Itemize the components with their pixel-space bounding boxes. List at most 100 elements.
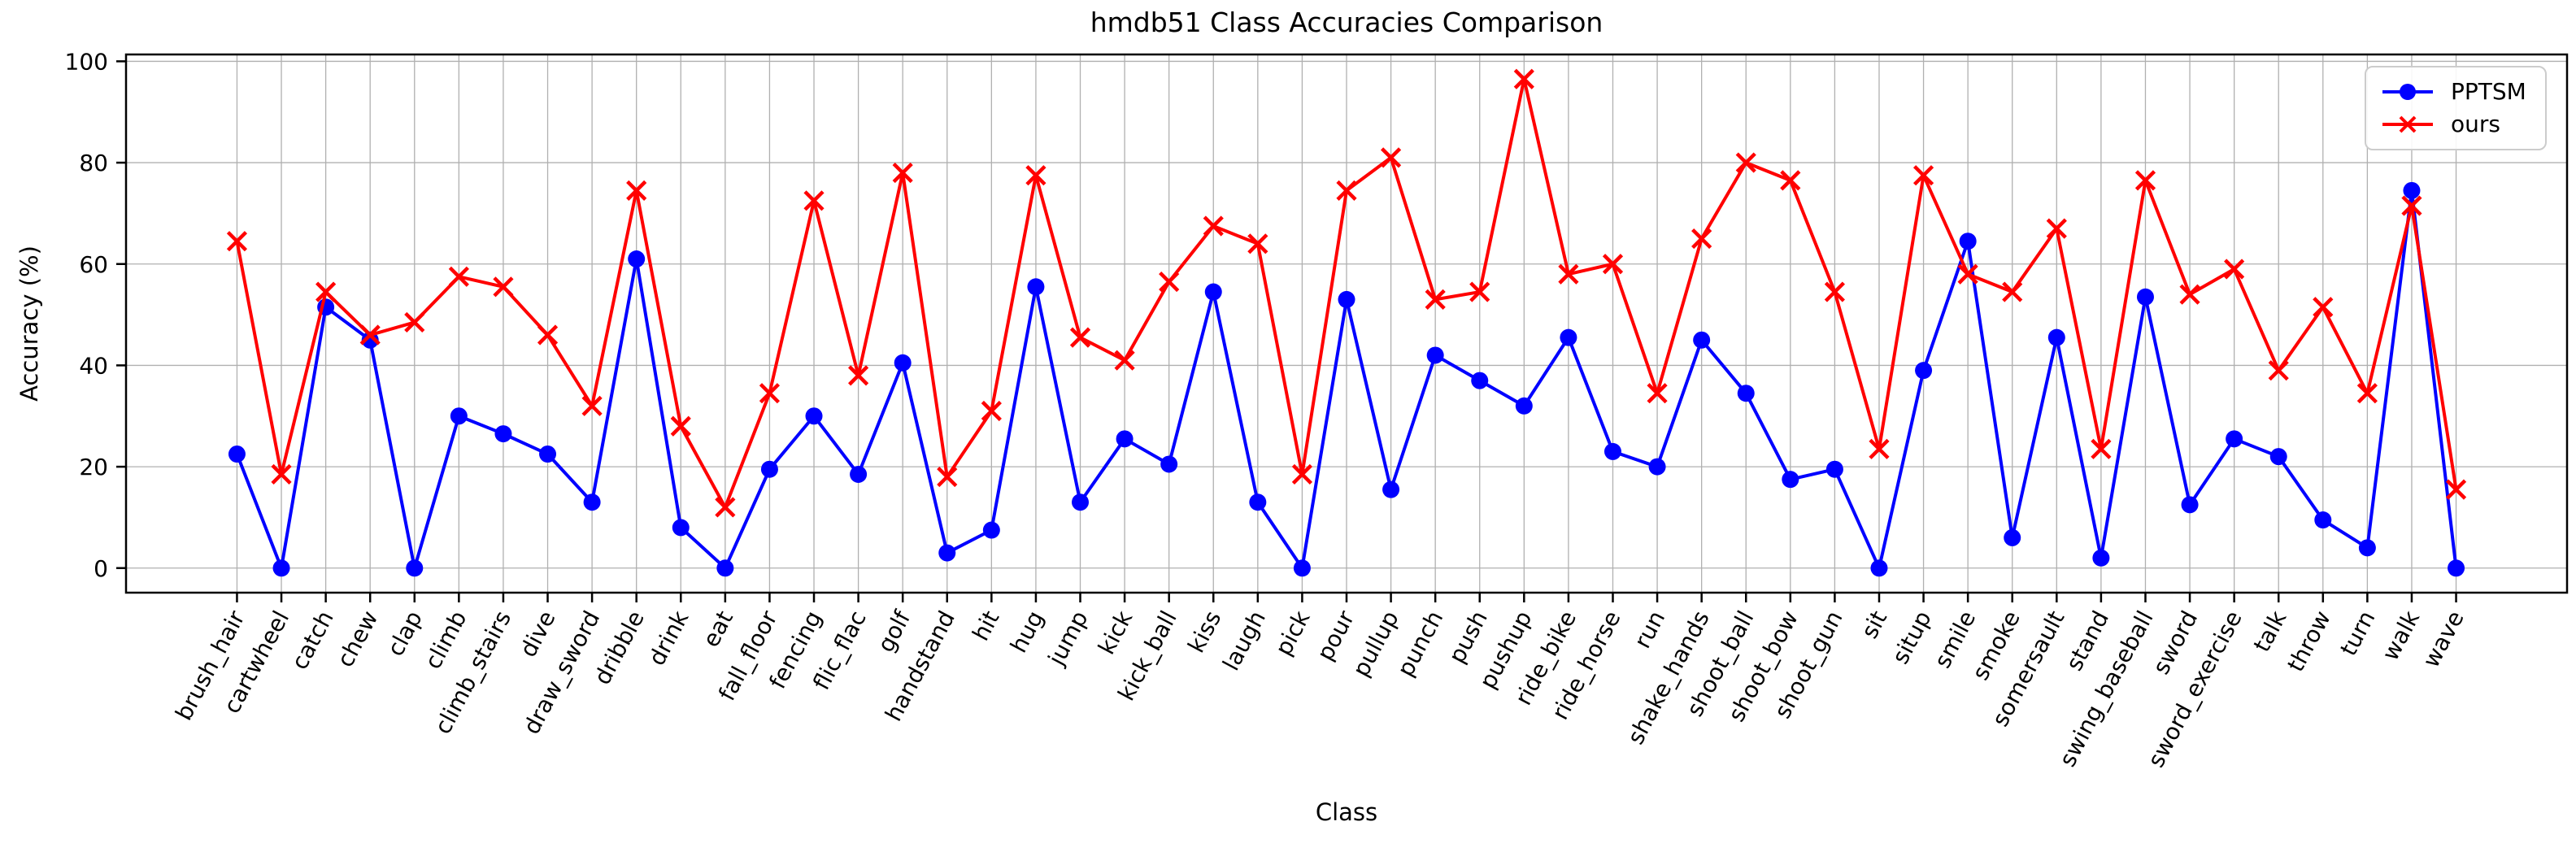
data-point-circle (1693, 331, 1711, 349)
data-point-x (2002, 281, 2023, 302)
data-point-x (626, 180, 647, 201)
x-axis: brush_haircartwheelcatchchewclapclimbcli… (170, 593, 2469, 772)
data-point-x (1469, 281, 1490, 302)
data-point-circle (850, 465, 868, 483)
x-tick-label: sit (1856, 606, 1892, 643)
data-point-x (404, 311, 425, 333)
data-point-x (1069, 327, 1091, 348)
data-point-circle (2181, 496, 2199, 514)
pptsm-line-marker-icon (2382, 84, 2433, 100)
legend-label: PPTSM (2451, 78, 2526, 105)
x-tick-label: talk (2248, 606, 2292, 656)
data-point-circle (539, 446, 557, 463)
data-point-circle (1027, 278, 1045, 296)
data-point-circle (628, 250, 646, 268)
data-point-circle (1293, 559, 1311, 577)
data-point-x (1425, 289, 1446, 310)
data-point-circle (1603, 442, 1621, 460)
data-point-circle (805, 407, 823, 425)
data-point-x (1336, 180, 1357, 201)
data-point-x (803, 190, 825, 211)
data-point-x (715, 497, 736, 518)
data-point-x (1869, 438, 1890, 459)
data-point-x (581, 395, 603, 416)
data-point-circle (1782, 471, 1799, 489)
gridlines (126, 54, 2567, 593)
data-point-x (1247, 233, 1268, 254)
data-point-x (537, 324, 559, 346)
data-point-x (493, 276, 514, 298)
data-point-x (1203, 215, 1224, 237)
data-point-x (1291, 463, 1313, 485)
legend-label: ours (2451, 111, 2500, 137)
x-tick-label: walk (2377, 606, 2426, 665)
data-point-circle (982, 521, 1000, 539)
data-point-x (2268, 360, 2289, 381)
data-point-circle (1648, 458, 1666, 476)
data-point-circle (2403, 181, 2421, 199)
data-point-x (226, 231, 248, 252)
x-tick-label: pick (1270, 606, 1316, 660)
data-point-x (981, 400, 1002, 422)
data-point-circle (1116, 430, 1134, 448)
data-point-x (1380, 147, 1402, 168)
x-tick-label: dive (515, 606, 561, 662)
data-point-circle (228, 446, 246, 463)
data-point-x (2134, 170, 2156, 191)
data-point-x (2091, 438, 2112, 459)
x-tick-label: drink (643, 606, 694, 670)
data-point-circle (2448, 559, 2465, 577)
data-point-circle (1471, 372, 1489, 389)
data-point-circle (1825, 460, 1843, 478)
x-tick-label: clap (382, 606, 428, 661)
data-point-circle (2092, 549, 2110, 567)
data-point-x (937, 466, 958, 488)
y-axis: 0 20 40 60 80 100 (65, 48, 126, 582)
data-point-x (1957, 263, 1978, 285)
data-point-x (2356, 383, 2378, 404)
data-point-x (1780, 170, 1801, 191)
x-tick-label: laugh (1217, 606, 1271, 676)
data-point-x (2313, 297, 2334, 318)
x-tick-label: kick (1093, 606, 1138, 659)
x-tick-label: pour (1312, 606, 1360, 665)
data-point-x (1912, 165, 1934, 186)
legend-item-ours: ours (2379, 112, 2532, 137)
data-point-circle (1915, 362, 1933, 380)
data-point-circle (2004, 528, 2021, 546)
data-point-circle (894, 354, 912, 372)
data-point-circle (1204, 283, 1222, 301)
y-tick-label: 80 (79, 150, 108, 176)
data-point-circle (1382, 480, 1400, 498)
data-point-x (670, 415, 691, 437)
data-point-circle (1870, 559, 1888, 577)
data-point-circle (672, 519, 690, 537)
x-tick-label: kiss (1182, 606, 1226, 657)
data-point-circle (1426, 346, 1444, 364)
data-point-x (1558, 263, 1579, 285)
data-point-x (315, 281, 337, 302)
data-point-circle (583, 493, 601, 511)
data-point-circle (1160, 455, 1178, 473)
y-tick-label: 40 (79, 352, 108, 379)
x-tick-label: hug (1005, 606, 1049, 658)
data-point-circle (716, 559, 734, 577)
data-point-circle (450, 407, 468, 425)
x-tick-label: turn (2334, 606, 2380, 660)
data-point-x (892, 162, 913, 184)
y-tick-label: 20 (79, 454, 108, 480)
x-axis-title: Class (1315, 798, 1378, 826)
data-point-circle (1338, 290, 1355, 308)
data-point-x (1114, 350, 1135, 371)
ours-line-marker-icon (2382, 115, 2433, 133)
y-tick-label: 60 (79, 251, 108, 278)
data-point-x (759, 383, 781, 404)
chart-title: hmdb51 Class Accuracies Comparison (1090, 7, 1603, 38)
data-point-circle (2314, 511, 2332, 529)
data-point-x (2401, 195, 2422, 216)
data-point-x (1647, 383, 1668, 404)
data-point-x (1824, 281, 1845, 302)
data-point-x (2224, 259, 2245, 280)
data-point-circle (2226, 430, 2243, 448)
data-point-x (848, 365, 869, 386)
